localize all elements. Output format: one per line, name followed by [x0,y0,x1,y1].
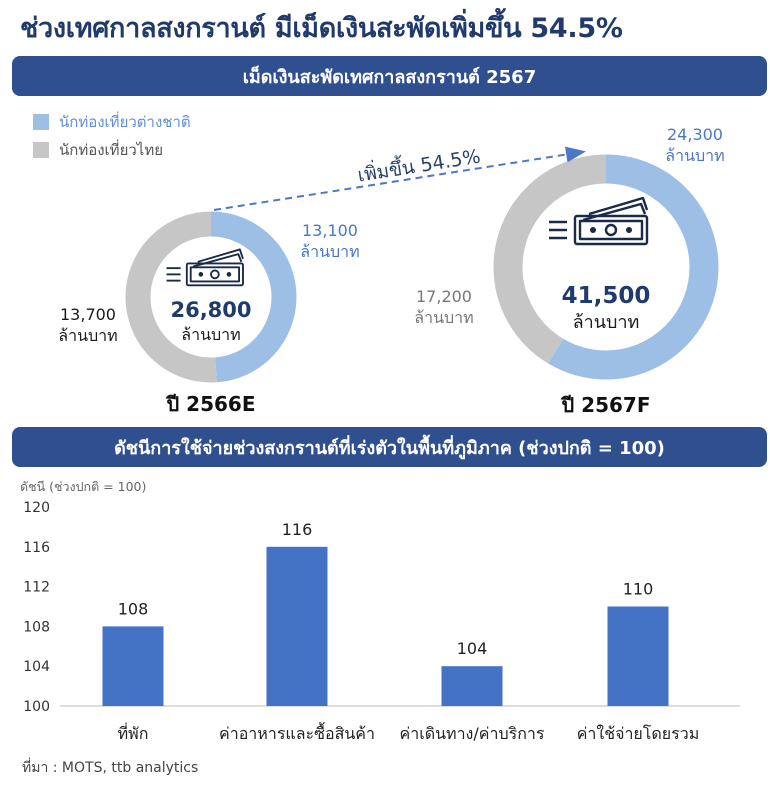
donut-2566-thai-value: 13,700 [60,305,116,324]
bar [266,546,328,706]
bar-value-label: 116 [282,520,313,539]
y-axis-label: ดัชนี (ช่วงปกติ = 100) [20,479,146,494]
x-category-label: ค่าใช้จ่ายโดยรวม [577,724,700,743]
donut-2567-intl-value: 24,300 [667,125,723,144]
legend-label-international: นักท่องเที่ยวต่างชาติ [59,113,191,131]
bar-value-label: 104 [457,639,488,658]
y-tick-label: 108 [23,619,50,635]
x-category-label: ค่าอาหารและซื้อสินค้า [219,722,375,743]
x-category-label: ที่พัก [118,722,149,743]
section-banner-index: ดัชนีการใช้จ่ายช่วงสงกรานต์ที่เร่งตัวในพ… [12,427,767,467]
donut-2566-intl-value: 13,100 [302,221,358,240]
money-icon-2566 [166,248,244,287]
donut-2566-thai-unit: ล้านบาท [58,326,117,345]
growth-label: เพิ่มขึ้น 54.5% [356,143,482,187]
section-banner-spending: เม็ดเงินสะพัดเทศกาลสงกรานต์ 2567 [12,56,767,96]
y-tick-label: 112 [23,580,50,596]
growth-arrow [213,146,586,211]
y-tick-label: 116 [23,540,50,556]
bar-value-label: 108 [118,599,149,618]
legend-swatch-international [33,114,49,130]
donut-2567-thai-value: 17,200 [416,287,472,306]
donut-2567-thai-unit: ล้านบาท [414,308,473,327]
bar-chart: ดัชนี (ช่วงปกติ = 100) 100 104 108 112 116 120… [20,479,740,743]
donut-2567-total: 41,500 [562,283,651,309]
donut-2567-intl-unit: ล้านบาท [665,146,724,165]
donut-2567-year-label: ปี 2567F [560,393,650,417]
money-icon-2567 [549,196,649,246]
x-category-label: ค่าเดินทาง/ค่าบริการ [400,724,545,743]
bar [102,626,164,706]
page-title: ช่วงเทศกาลสงกรานต์ มีเม็ดเงินสะพัดเพิ่มข… [20,13,623,44]
donut-2567-total-unit: ล้านบาท [573,312,640,333]
y-tick-label: 104 [23,659,50,675]
bar [607,606,669,706]
legend-item-international: นักท่องเที่ยวต่างชาติ [33,110,191,134]
legend-label-thai: นักท่องเที่ยวไทย [59,141,164,159]
donut-2567-slice-international [493,154,719,380]
donut-2566-intl-unit: ล้านบาท [300,242,359,261]
bar-value-label: 110 [623,580,654,599]
donut-2566-total: 26,800 [170,298,251,322]
donut-2566-slice-international [125,211,297,383]
legend-item-thai: นักท่องเที่ยวไทย [33,138,163,162]
y-tick-label: 100 [23,699,50,715]
donut-2566-total-unit: ล้านบาท [181,325,240,344]
legend-swatch-thai [33,142,49,158]
donut-2566-year-label: ปี 2566E [165,392,255,416]
bar [441,666,503,706]
source-note: ที่มา : MOTS, ttb analytics [22,760,199,776]
y-tick-label: 120 [23,500,50,516]
